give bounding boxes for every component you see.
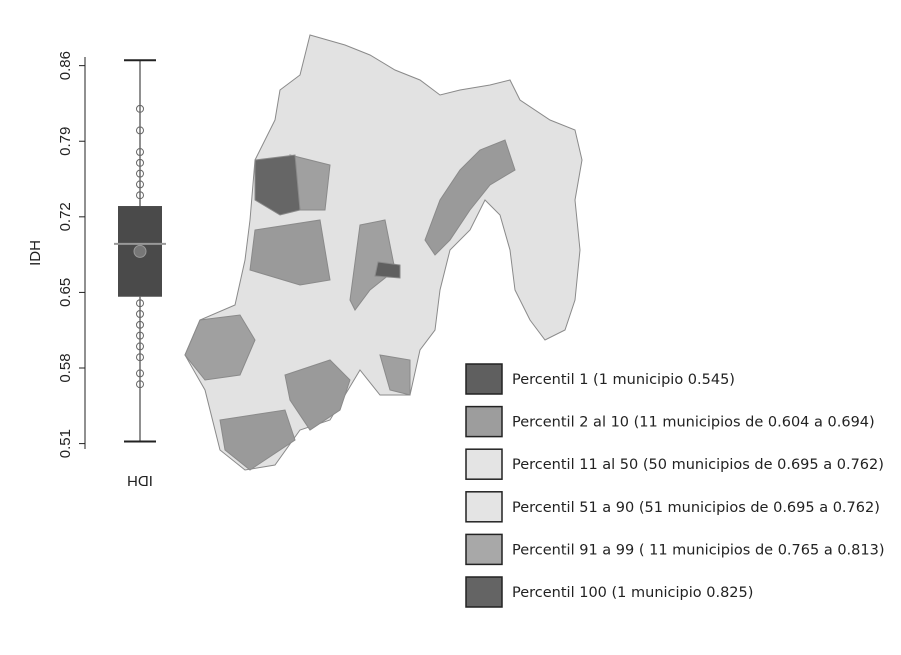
legend-swatch	[465, 405, 503, 438]
data-point	[136, 158, 144, 167]
map-region	[254, 154, 301, 216]
data-point	[136, 380, 144, 389]
data-point	[136, 310, 144, 319]
data-point	[136, 191, 144, 200]
legend-label: Percentil 91 a 99 ( 11 municipios de 0.7…	[512, 542, 884, 558]
legend-swatch	[465, 448, 503, 480]
map-region	[284, 359, 351, 431]
map-region	[219, 409, 296, 471]
y-tick-label: 0.58	[57, 353, 74, 382]
map-region	[184, 314, 256, 381]
map-region	[249, 219, 331, 286]
legend-label: Percentil 11 al 50 (50 municipios de 0.6…	[512, 457, 884, 473]
data-point	[136, 342, 144, 351]
map-region	[424, 139, 516, 256]
y-tick-label: 0.51	[57, 429, 74, 458]
legend-swatch	[465, 363, 503, 395]
map	[184, 34, 583, 471]
legend-swatch	[465, 576, 503, 608]
y-tick-label: 0.86	[57, 51, 74, 80]
x-tick-label: IDH	[127, 472, 153, 489]
data-point	[136, 169, 144, 178]
data-point	[136, 126, 144, 135]
legend: Percentil 1 (1 municipio 0.545) Percentil…	[465, 363, 884, 608]
data-point	[136, 320, 144, 329]
data-point	[136, 180, 144, 189]
legend-swatch	[465, 491, 503, 523]
y-axis-label: IDH	[27, 240, 44, 266]
map-region	[374, 261, 401, 279]
map-region	[349, 219, 396, 311]
legend-label: Percentil 51 a 90 (51 municipios de 0.69…	[512, 500, 880, 516]
y-tick-label: 0.65	[57, 278, 74, 307]
data-point	[136, 299, 144, 308]
y-tick-label: 0.72	[57, 202, 74, 231]
data-point	[136, 148, 144, 157]
map-region	[379, 354, 411, 396]
data-point	[136, 331, 144, 340]
data-point	[136, 353, 144, 362]
mean	[133, 244, 147, 258]
y-tick-label: 0.79	[57, 127, 74, 156]
legend-label: Percentil 1 (1 municipio 0.545)	[512, 372, 735, 388]
data-point	[136, 369, 144, 378]
data-point	[136, 104, 144, 113]
legend-swatch	[465, 533, 503, 566]
legend-label: Percentil 100 (1 municipio 0.825)	[512, 585, 753, 601]
legend-label: Percentil 2 al 10 (11 municipios de 0.60…	[512, 415, 875, 431]
